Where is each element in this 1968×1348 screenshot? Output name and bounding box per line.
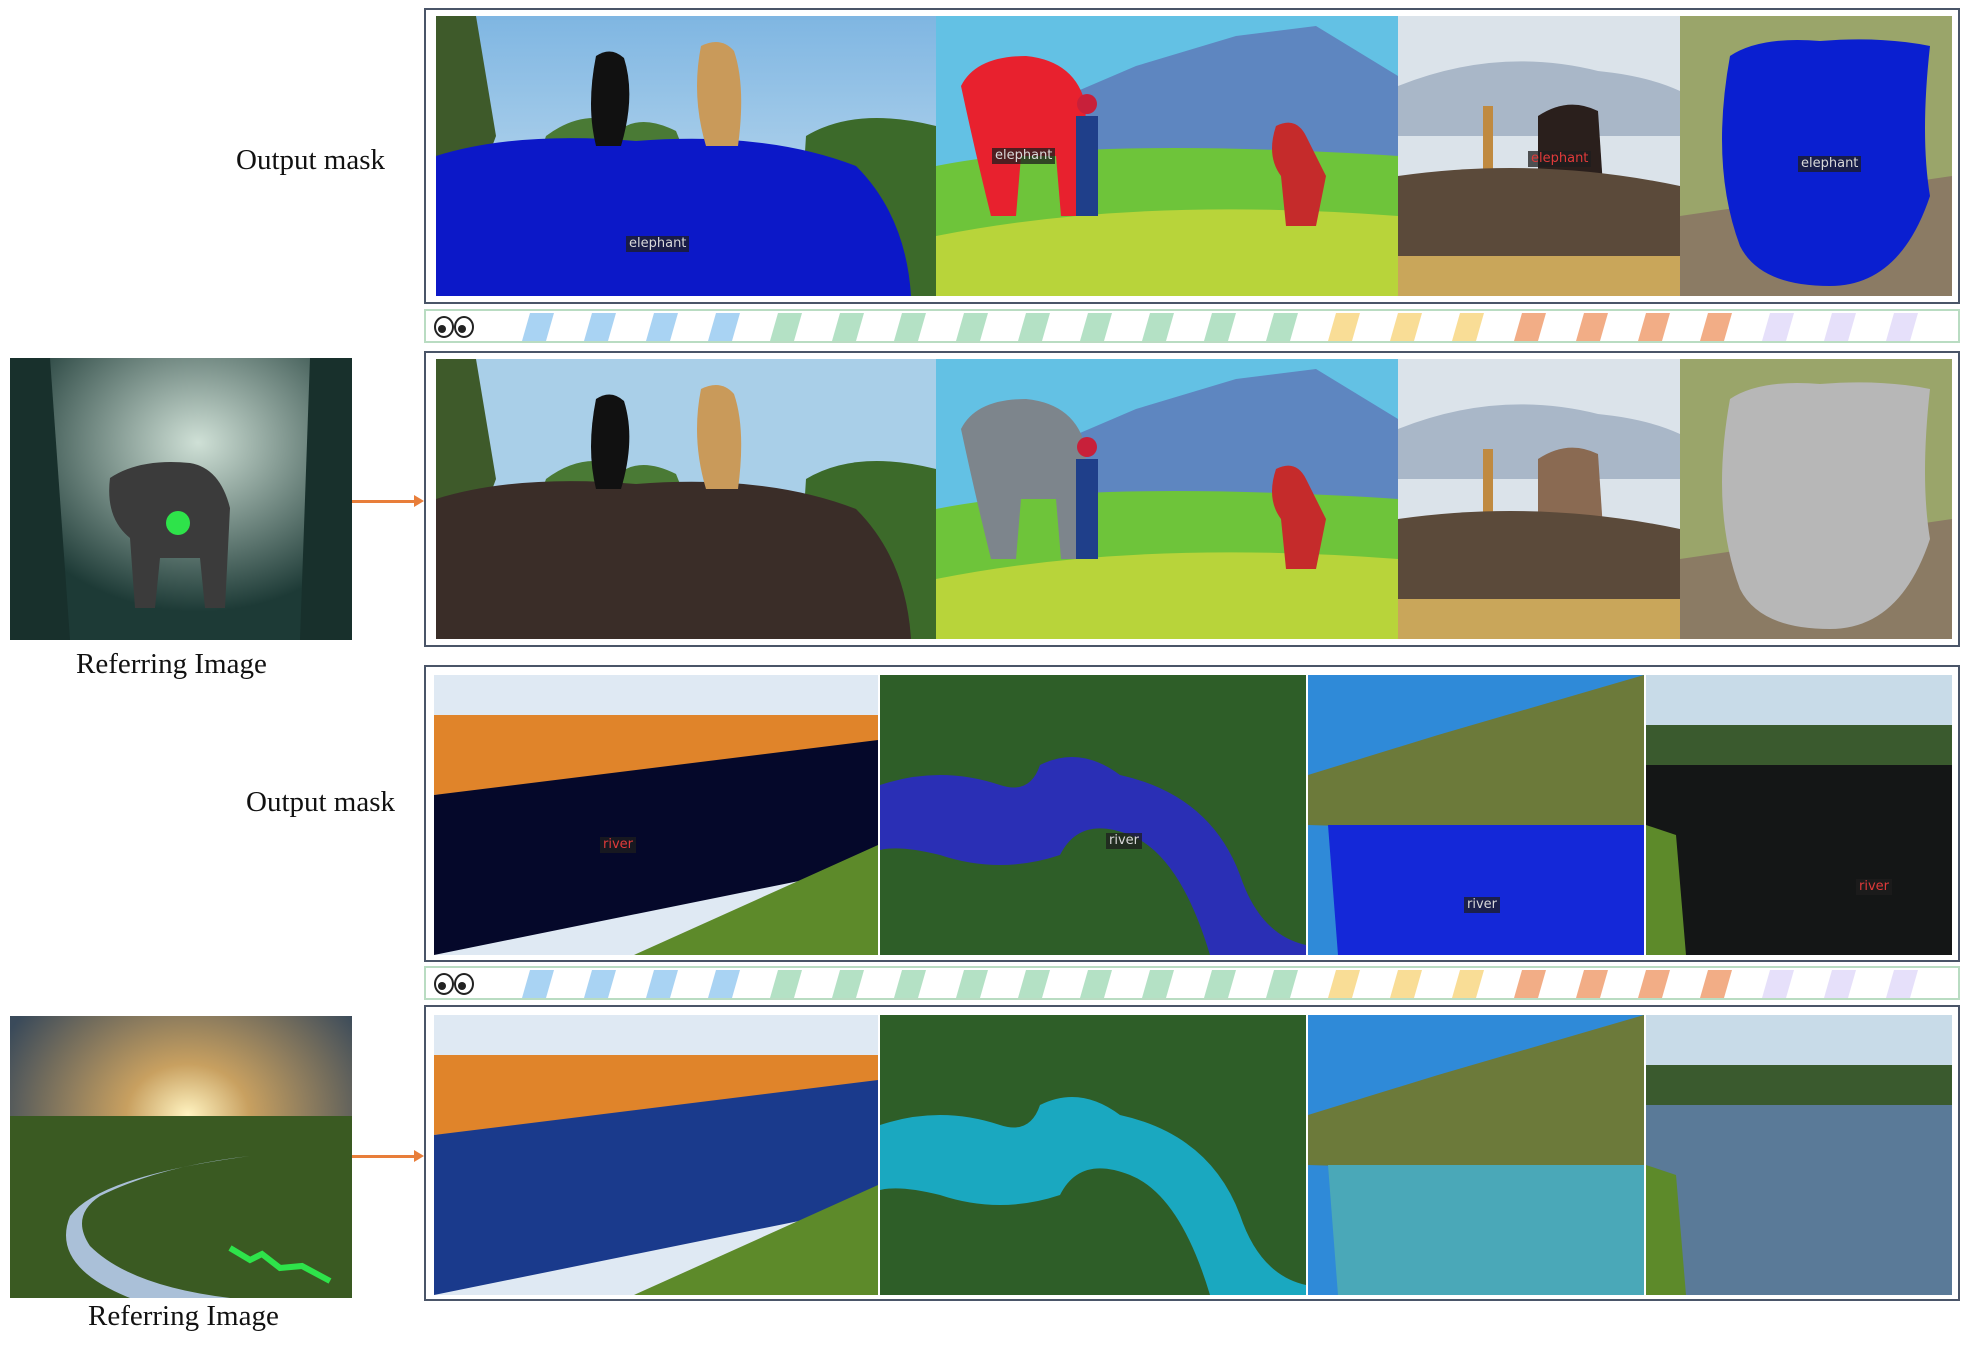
prompt-token bbox=[1638, 313, 1670, 341]
prompt-token-stripes bbox=[522, 970, 1918, 998]
mask-tag: elephant bbox=[626, 236, 690, 252]
prompt-token bbox=[1576, 970, 1608, 998]
arrow-2 bbox=[352, 1150, 424, 1162]
prompt-token bbox=[1390, 970, 1422, 998]
prompt-token bbox=[832, 970, 864, 998]
mask-tile-river-mountain: river bbox=[1308, 675, 1644, 955]
output-mask-label-2: Output mask bbox=[246, 786, 396, 818]
prompt-token bbox=[894, 313, 926, 341]
prompt-token bbox=[522, 313, 554, 341]
prompt-token bbox=[1824, 970, 1856, 998]
prompt-token bbox=[708, 970, 740, 998]
mask-tag: river bbox=[1106, 833, 1142, 849]
output-mask-panel-1: elephant elephant elephant bbox=[424, 8, 1960, 304]
mask-tag: elephant bbox=[992, 148, 1056, 164]
output-mask-label-1: Output mask bbox=[236, 144, 386, 176]
prompt-token bbox=[708, 313, 740, 341]
image-tile-river-mountain bbox=[1308, 1015, 1644, 1295]
image-tile-safari bbox=[1398, 359, 1680, 639]
prompt-token bbox=[1514, 970, 1546, 998]
prompt-token bbox=[1142, 970, 1174, 998]
prompt-token bbox=[1266, 970, 1298, 998]
mask-tag: river bbox=[1856, 879, 1892, 895]
prompt-token bbox=[1142, 313, 1174, 341]
prompt-token bbox=[584, 313, 616, 341]
arrow-1 bbox=[352, 495, 424, 507]
image-tile-dogs-elephant bbox=[436, 359, 936, 639]
prompt-token bbox=[894, 970, 926, 998]
prompt-token bbox=[1886, 970, 1918, 998]
referring-image-label-2: Referring Image bbox=[88, 1300, 279, 1332]
referring-image-river bbox=[10, 1016, 352, 1298]
prompt-token bbox=[770, 313, 802, 341]
mask-tile-safari: elephant bbox=[1398, 16, 1680, 296]
prompt-token bbox=[1700, 970, 1732, 998]
eyes-icon bbox=[434, 316, 474, 338]
input-image-panel-2 bbox=[424, 1005, 1960, 1301]
prompt-token bbox=[1018, 313, 1050, 341]
prompt-token bbox=[1390, 313, 1422, 341]
mask-tile-river-stones: river bbox=[1646, 675, 1952, 955]
mask-tag: elephant bbox=[1528, 151, 1592, 167]
referring-image-label-1: Referring Image bbox=[76, 648, 267, 680]
image-tile-river-forest bbox=[880, 1015, 1306, 1295]
referring-image-elephant bbox=[10, 358, 352, 640]
prompt-token bbox=[1762, 970, 1794, 998]
prompt-token bbox=[956, 970, 988, 998]
mask-tile-plush-elephant: elephant bbox=[1680, 16, 1952, 296]
prompt-token bbox=[584, 970, 616, 998]
prompt-token bbox=[522, 970, 554, 998]
prompt-token-stripes bbox=[522, 313, 1918, 341]
prompt-token bbox=[956, 313, 988, 341]
prompt-point-marker bbox=[166, 511, 190, 535]
mask-tag: elephant bbox=[1798, 156, 1862, 172]
image-tile-river-autumn bbox=[434, 1015, 878, 1295]
prompt-token bbox=[646, 970, 678, 998]
prompt-token-strip-1 bbox=[424, 309, 1960, 343]
prompt-token bbox=[1452, 970, 1484, 998]
prompt-token bbox=[1266, 313, 1298, 341]
prompt-token bbox=[1018, 970, 1050, 998]
prompt-scribble-marker bbox=[228, 1245, 332, 1284]
output-mask-panel-2: river river river river bbox=[424, 665, 1960, 962]
prompt-token bbox=[1886, 313, 1918, 341]
mask-tag: river bbox=[1464, 897, 1500, 913]
prompt-token bbox=[770, 970, 802, 998]
prompt-token bbox=[1762, 313, 1794, 341]
mask-tag: river bbox=[600, 837, 636, 853]
prompt-token bbox=[1514, 313, 1546, 341]
mask-tile-river-forest: river bbox=[880, 675, 1306, 955]
prompt-token bbox=[832, 313, 864, 341]
prompt-token bbox=[1080, 970, 1112, 998]
mask-tile-dogs-elephant: elephant bbox=[436, 16, 936, 296]
prompt-token bbox=[1080, 313, 1112, 341]
eyes-icon bbox=[434, 973, 474, 995]
prompt-token bbox=[1328, 313, 1360, 341]
prompt-token bbox=[1328, 970, 1360, 998]
image-tile-cartoon-elephant bbox=[936, 359, 1398, 639]
prompt-token bbox=[1638, 970, 1670, 998]
prompt-token bbox=[1576, 313, 1608, 341]
mask-tile-river-autumn: river bbox=[434, 675, 878, 955]
prompt-token bbox=[1824, 313, 1856, 341]
prompt-token bbox=[646, 313, 678, 341]
prompt-token bbox=[1452, 313, 1484, 341]
mask-tile-cartoon-elephant: elephant bbox=[936, 16, 1398, 296]
prompt-token bbox=[1204, 313, 1236, 341]
image-tile-plush-elephant bbox=[1680, 359, 1952, 639]
prompt-token bbox=[1204, 970, 1236, 998]
prompt-token bbox=[1700, 313, 1732, 341]
prompt-token-strip-2 bbox=[424, 966, 1960, 1000]
image-tile-river-stones bbox=[1646, 1015, 1952, 1295]
input-image-panel-1 bbox=[424, 351, 1960, 647]
